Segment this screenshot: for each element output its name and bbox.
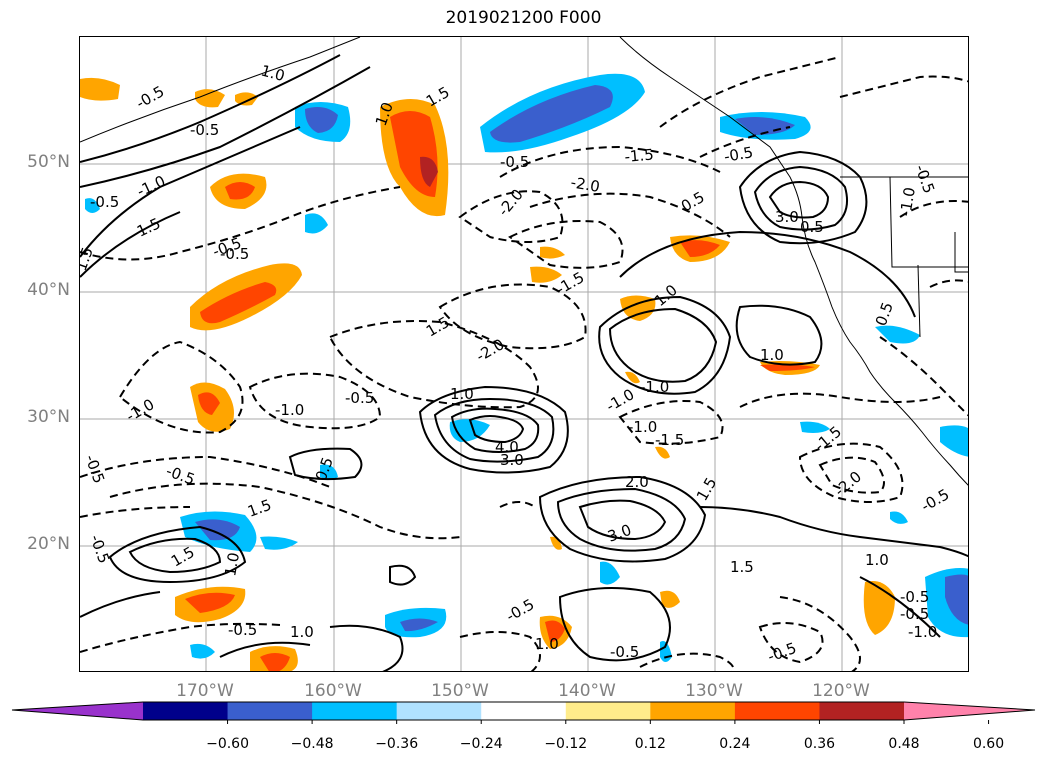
colorbar-cell: [396, 702, 482, 720]
contour-label: -0.5: [220, 245, 249, 263]
contour-label: -1.0: [123, 395, 157, 425]
colorbar-under-arrow: [12, 702, 143, 720]
contour-label: -0.5: [345, 389, 374, 407]
colorbar-cell: [227, 702, 313, 720]
colorbar-tick-label: 0.24: [719, 736, 751, 752]
colorbar-cell: [650, 702, 736, 720]
coastlines: [80, 37, 968, 486]
colorbar-tick-label: −0.48: [290, 736, 334, 752]
contour-label: -1.0: [640, 378, 669, 396]
contour-label: 3.0: [605, 521, 634, 546]
map-canvas[interactable]: -0.5 1.5 -0.5 1.0 -1.0 1.5 -0.5 1.0 1.5 …: [80, 37, 969, 672]
contour-label: -1.5: [624, 146, 655, 166]
lat-label-30n: 30°N: [27, 407, 70, 427]
contour-label: -0.5: [723, 143, 755, 166]
contour-label: -0.5: [765, 639, 799, 666]
contour-label: -1.0: [134, 172, 168, 201]
lon-label-170w: 170°W: [176, 681, 234, 701]
contour-label: -0.5: [90, 193, 119, 211]
colorbar-tick-label: −0.24: [459, 736, 503, 752]
contour-label: 1.0: [535, 635, 559, 653]
lat-label-40n: 40°N: [27, 280, 70, 300]
contour-label: -0.5: [900, 588, 929, 606]
solid-contours: [80, 54, 968, 671]
contour-label: 1.5: [245, 496, 274, 521]
contour-label: 1.5: [134, 214, 163, 240]
colorbar-tick-label: 0.48: [888, 736, 920, 752]
contour-label: 1.0: [259, 61, 287, 85]
contour-label: -2.0: [473, 335, 507, 365]
colorbar-tick-label: 0.36: [803, 736, 836, 752]
contour-label: -1.0: [908, 623, 937, 641]
contour-label: -1.0: [275, 401, 304, 419]
shaded-negative-anomalies: [85, 73, 968, 662]
contour-label: 3.0: [775, 208, 799, 226]
contour-label: -0.5: [610, 643, 639, 661]
lat-label-20n: 20°N: [27, 534, 70, 554]
colorbar-tick-label: −0.60: [206, 736, 249, 752]
contour-label: 1.5: [730, 558, 754, 576]
colorbar-cell: [819, 702, 905, 720]
contour-label: -0.5: [918, 485, 952, 515]
shaded-anomalies: [80, 77, 895, 671]
contour-label: -1.0: [896, 186, 919, 218]
contour-label: -0.5: [86, 532, 113, 566]
colorbar-cell: [312, 702, 398, 720]
map-title: 2019021200 F000: [445, 8, 602, 28]
contour-label: -2.0: [569, 173, 601, 196]
contour-label: 3.0: [500, 451, 524, 469]
lon-label-120w: 120°W: [812, 681, 870, 701]
contour-label: 1.0: [221, 551, 243, 578]
contour-label: 0.5: [800, 218, 824, 236]
colorbar-tick-marks: [227, 720, 990, 724]
contour-labels: -0.5 1.5 -0.5 1.0 -1.0 1.5 -0.5 1.0 1.5 …: [80, 61, 952, 665]
contour-label: -0.5: [228, 621, 257, 639]
lat-label-50n: 50°N: [27, 152, 70, 172]
colorbar-cell: [734, 702, 820, 720]
contour-label: -0.5: [190, 121, 219, 139]
map-panel[interactable]: -0.5 1.5 -0.5 1.0 -1.0 1.5 -0.5 1.0 1.5 …: [79, 36, 969, 672]
contour-label: 0.5: [678, 188, 708, 216]
contour-label: 1.0: [651, 281, 681, 310]
contour-label: 1.0: [865, 551, 889, 569]
contour-label: 1.0: [450, 385, 474, 403]
colorbar-cells: [143, 702, 905, 720]
contour-label: -2.0: [831, 467, 865, 500]
colorbar-tick-label: −0.36: [375, 736, 419, 752]
contour-label: -0.5: [164, 462, 198, 489]
lon-label-140w: 140°W: [558, 681, 616, 701]
contour-label: 0.5: [872, 300, 897, 329]
dashed-contours: [80, 56, 968, 671]
contour-label: -0.5: [500, 153, 529, 171]
contour-label: 1.5: [80, 245, 97, 274]
contour-label: -0.5: [503, 595, 537, 625]
contour-label: 2.0: [625, 473, 649, 491]
colorbar-tick-label: 0.60: [972, 736, 1005, 752]
contour-label: -1.5: [655, 431, 684, 449]
contour-label: -0.5: [81, 452, 108, 486]
contour-label: 1.5: [693, 474, 721, 504]
lon-label-150w: 150°W: [431, 681, 489, 701]
contour-label: 4.0: [495, 438, 519, 456]
colorbar-over-arrow: [904, 702, 1035, 720]
colorbar-tick-label: 0.12: [634, 736, 666, 752]
colorbar-cell: [565, 702, 651, 720]
colorbar-cell: [481, 702, 567, 720]
contour-label: 1.0: [760, 346, 784, 364]
colorbar-tick-label: −0.12: [544, 736, 588, 752]
contour-label: -0.5: [900, 605, 929, 623]
contour-label: 1.0: [290, 623, 314, 641]
lon-label-160w: 160°W: [304, 681, 362, 701]
contour-label: -0.5: [133, 82, 167, 112]
contour-label: -1.0: [628, 418, 657, 436]
colorbar-cell: [143, 702, 229, 720]
contour-label: 1.5: [168, 543, 198, 571]
lon-label-130w: 130°W: [685, 681, 743, 701]
colorbar: [11, 701, 1036, 724]
